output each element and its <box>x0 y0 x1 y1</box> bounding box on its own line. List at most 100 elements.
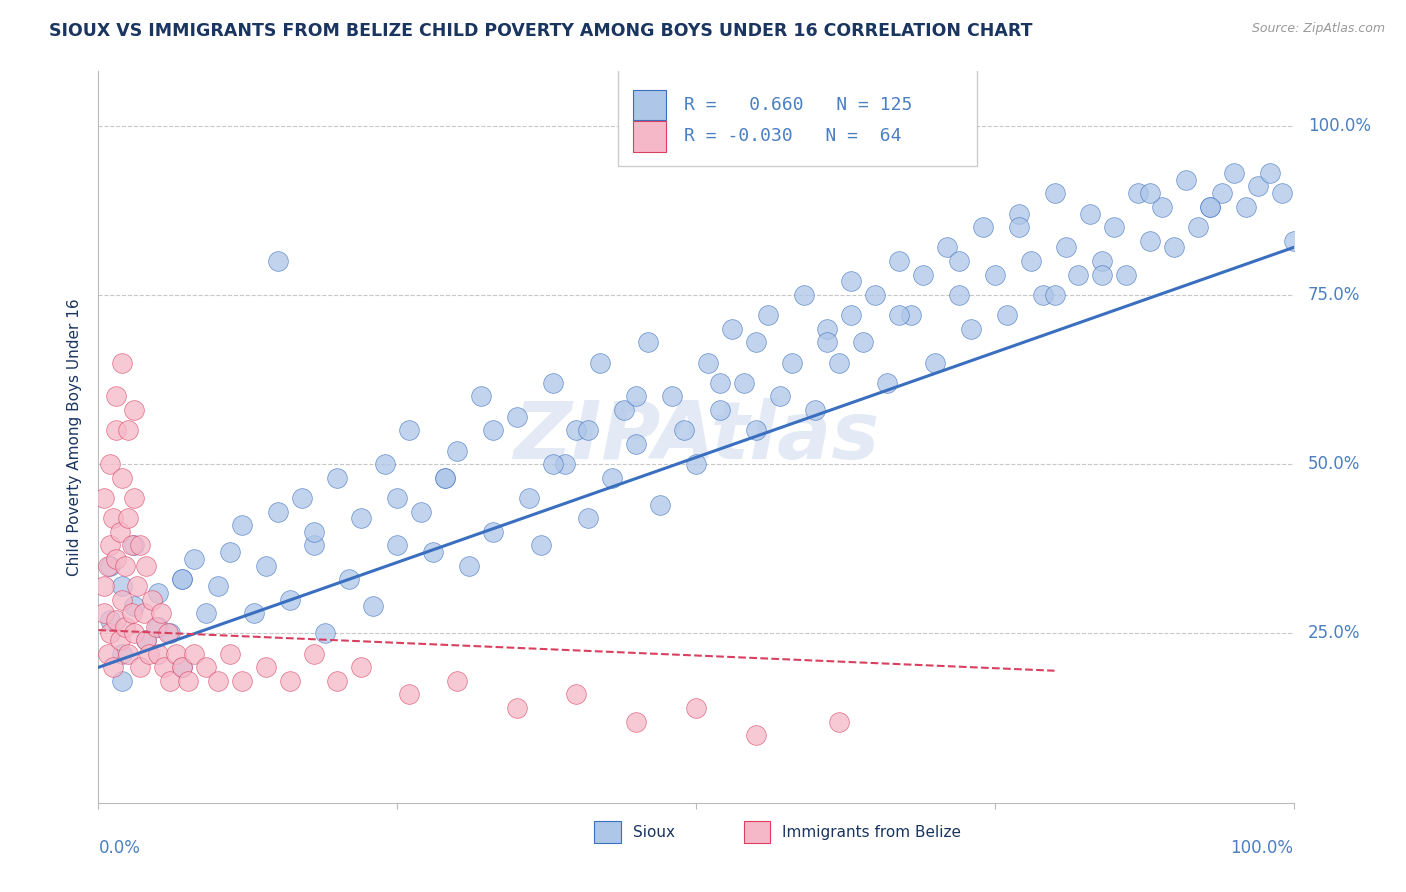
Point <box>756 308 779 322</box>
FancyBboxPatch shape <box>744 821 770 843</box>
Point <box>745 423 768 437</box>
Point <box>111 579 134 593</box>
Point <box>1187 220 1209 235</box>
FancyBboxPatch shape <box>633 90 666 120</box>
Point <box>481 524 505 539</box>
Point <box>1139 186 1161 201</box>
Point <box>302 647 325 661</box>
Point <box>278 673 301 688</box>
Point <box>1019 254 1042 268</box>
Point <box>159 673 181 688</box>
Point <box>1056 240 1078 254</box>
Point <box>148 620 170 634</box>
Point <box>434 471 457 485</box>
Point <box>745 335 768 350</box>
Point <box>339 572 361 586</box>
Point <box>141 592 163 607</box>
Point <box>315 626 337 640</box>
Point <box>111 673 134 688</box>
Point <box>768 389 790 403</box>
Point <box>804 403 827 417</box>
Point <box>1043 186 1066 201</box>
Text: 75.0%: 75.0% <box>1308 285 1360 304</box>
Point <box>815 322 838 336</box>
Point <box>183 647 205 661</box>
Point <box>1091 268 1114 282</box>
Point <box>458 558 481 573</box>
Point <box>172 572 194 586</box>
Point <box>721 322 744 336</box>
Point <box>350 660 373 674</box>
Point <box>125 579 148 593</box>
Point <box>326 471 349 485</box>
Point <box>93 491 115 505</box>
Point <box>541 457 564 471</box>
Point <box>267 254 290 268</box>
Text: 100.0%: 100.0% <box>1230 839 1294 857</box>
Point <box>114 620 136 634</box>
Point <box>841 308 863 322</box>
Point <box>1115 268 1137 282</box>
Point <box>517 491 540 505</box>
Point <box>117 423 139 437</box>
Point <box>733 376 755 390</box>
Point <box>1247 179 1270 194</box>
Point <box>661 389 683 403</box>
Point <box>156 626 179 640</box>
Point <box>302 538 325 552</box>
Point <box>172 572 194 586</box>
Text: 25.0%: 25.0% <box>1308 624 1361 642</box>
Point <box>165 647 187 661</box>
Point <box>145 620 167 634</box>
Point <box>1043 288 1066 302</box>
Point <box>398 423 420 437</box>
Point <box>434 471 457 485</box>
Point <box>183 552 205 566</box>
Point <box>291 491 314 505</box>
Point <box>1080 206 1102 220</box>
Point <box>98 613 122 627</box>
Point <box>1128 186 1150 201</box>
Point <box>541 376 564 390</box>
Text: Immigrants from Belize: Immigrants from Belize <box>782 824 962 839</box>
Point <box>613 403 636 417</box>
Point <box>972 220 994 235</box>
Point <box>815 335 838 350</box>
Point <box>1234 200 1257 214</box>
Point <box>709 376 731 390</box>
Point <box>709 403 731 417</box>
Text: R = -0.030   N =  64: R = -0.030 N = 64 <box>685 128 901 145</box>
Point <box>243 606 266 620</box>
Point <box>530 538 553 552</box>
Point <box>363 599 385 614</box>
Point <box>911 268 934 282</box>
Text: 50.0%: 50.0% <box>1308 455 1360 473</box>
Point <box>948 254 970 268</box>
Point <box>876 376 898 390</box>
Point <box>924 355 946 369</box>
Point <box>302 524 325 539</box>
Point <box>554 457 576 471</box>
Point <box>326 673 349 688</box>
Point <box>422 545 444 559</box>
Point <box>231 673 253 688</box>
Point <box>960 322 983 336</box>
Point <box>124 491 146 505</box>
Point <box>254 660 277 674</box>
Point <box>1091 254 1114 268</box>
Point <box>1032 288 1054 302</box>
Point <box>470 389 492 403</box>
Point <box>148 586 170 600</box>
Point <box>841 274 863 288</box>
Point <box>98 626 122 640</box>
Point <box>1163 240 1185 254</box>
Point <box>1199 200 1222 214</box>
Point <box>626 389 648 403</box>
Point <box>111 647 134 661</box>
Point <box>117 647 139 661</box>
Point <box>207 673 229 688</box>
Point <box>589 355 612 369</box>
Point <box>673 423 696 437</box>
Point <box>506 701 529 715</box>
Point <box>385 538 409 552</box>
